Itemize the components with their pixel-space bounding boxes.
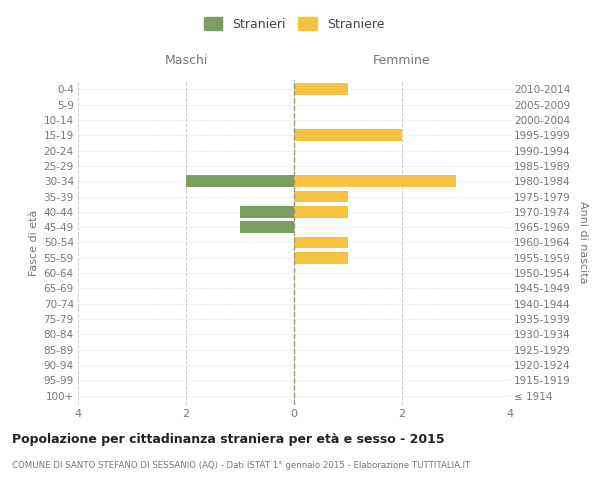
Text: Popolazione per cittadinanza straniera per età e sesso - 2015: Popolazione per cittadinanza straniera p… <box>12 432 445 446</box>
Text: COMUNE DI SANTO STEFANO DI SESSANIO (AQ) - Dati ISTAT 1° gennaio 2015 - Elaboraz: COMUNE DI SANTO STEFANO DI SESSANIO (AQ)… <box>12 460 470 469</box>
Bar <box>186 176 294 187</box>
Bar <box>294 252 348 264</box>
Bar <box>294 206 348 218</box>
Y-axis label: Anni di nascita: Anni di nascita <box>578 201 587 284</box>
Bar <box>294 176 456 187</box>
Bar <box>240 206 294 218</box>
Bar <box>294 130 402 141</box>
Bar <box>294 84 348 95</box>
Bar <box>294 237 348 248</box>
Text: Maschi: Maschi <box>164 54 208 68</box>
Bar <box>240 222 294 233</box>
Y-axis label: Fasce di età: Fasce di età <box>29 210 40 276</box>
Text: Femmine: Femmine <box>373 54 431 68</box>
Bar <box>294 191 348 202</box>
Legend: Stranieri, Straniere: Stranieri, Straniere <box>200 14 388 34</box>
